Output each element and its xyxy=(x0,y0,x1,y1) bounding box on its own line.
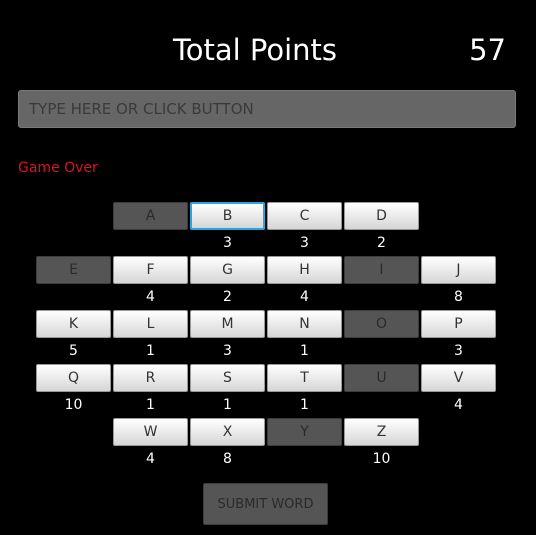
letter-points-x: 8 xyxy=(223,451,232,467)
letter-points-l: 1 xyxy=(146,343,155,359)
letter-key-n[interactable]: N xyxy=(267,310,342,338)
letter-points-c: 3 xyxy=(300,235,309,251)
letter-key-s[interactable]: S xyxy=(190,364,265,392)
letter-points-h: 4 xyxy=(300,289,309,305)
letter-points-m: 3 xyxy=(223,343,232,359)
letter-key-q[interactable]: Q xyxy=(36,364,111,392)
word-input[interactable] xyxy=(18,90,516,128)
letter-points-j: 8 xyxy=(454,289,463,305)
letter-key-y[interactable]: Y xyxy=(267,418,342,446)
letter-key-o[interactable]: O xyxy=(344,310,419,338)
total-points-title: Total Points xyxy=(172,33,338,67)
letter-key-t[interactable]: T xyxy=(267,364,342,392)
letter-key-h[interactable]: H xyxy=(267,256,342,284)
letter-points-q: 10 xyxy=(64,397,83,413)
letter-key-p[interactable]: P xyxy=(421,310,496,338)
letter-key-u[interactable]: U xyxy=(344,364,419,392)
submit-word-button[interactable]: SUBMIT WORD xyxy=(203,483,328,525)
letter-key-g[interactable]: G xyxy=(190,256,265,284)
letter-key-e[interactable]: E xyxy=(36,256,111,284)
letter-key-z[interactable]: Z xyxy=(344,418,419,446)
letter-points-t: 1 xyxy=(300,397,309,413)
letter-key-c[interactable]: C xyxy=(267,202,342,230)
letter-key-l[interactable]: L xyxy=(113,310,188,338)
letter-points-z: 10 xyxy=(372,451,391,467)
letter-points-g: 2 xyxy=(223,289,232,305)
letter-key-d[interactable]: D xyxy=(344,202,419,230)
letter-key-k[interactable]: K xyxy=(36,310,111,338)
letter-key-v[interactable]: V xyxy=(421,364,496,392)
letter-points-r: 1 xyxy=(146,397,155,413)
letter-key-m[interactable]: M xyxy=(190,310,265,338)
total-points-value: 57 xyxy=(469,33,506,67)
letter-key-i[interactable]: I xyxy=(344,256,419,284)
letter-points-k: 5 xyxy=(69,343,78,359)
letter-key-a[interactable]: A xyxy=(113,202,188,230)
letter-points-f: 4 xyxy=(146,289,155,305)
letter-points-d: 2 xyxy=(377,235,386,251)
letter-key-w[interactable]: W xyxy=(113,418,188,446)
letter-points-b: 3 xyxy=(223,235,232,251)
letter-key-x[interactable]: X xyxy=(190,418,265,446)
letter-key-r[interactable]: R xyxy=(113,364,188,392)
letter-points-v: 4 xyxy=(454,397,463,413)
letter-points-n: 1 xyxy=(300,343,309,359)
letter-points-p: 3 xyxy=(454,343,463,359)
letter-points-w: 4 xyxy=(146,451,155,467)
letter-key-f[interactable]: F xyxy=(113,256,188,284)
game-status: Game Over xyxy=(18,160,98,176)
letter-key-j[interactable]: J xyxy=(421,256,496,284)
letter-points-s: 1 xyxy=(223,397,232,413)
letter-key-b[interactable]: B xyxy=(190,202,265,230)
